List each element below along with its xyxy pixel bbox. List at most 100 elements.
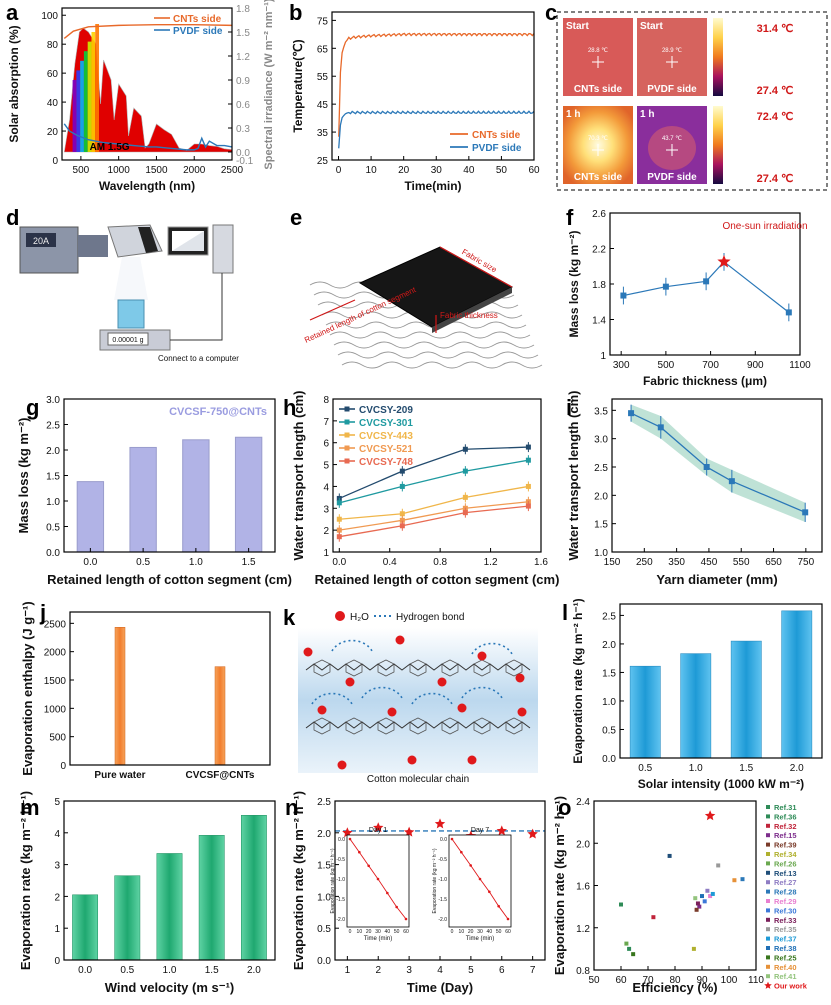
bar [76,481,105,553]
legend-label: CVCSY-521 [359,444,413,455]
chart-d: 20A 0.00001 g Connect to a computer [19,224,239,363]
x-tick-label: 90 [696,975,708,986]
data-point [694,907,699,912]
y-tick-label: 500 [49,733,66,744]
y-tick-label: 1500 [44,676,67,687]
legend-marker [766,852,770,856]
y-tick-label: 0.0 [317,956,331,967]
panel-b: 0 10 20 30 40 50 60 25 35 45 55 65 75 Time(min) Temper… [284,0,546,200]
bar [214,666,226,766]
panel-label: n [285,795,299,820]
legend-label: Ref.40 [774,963,797,972]
inset-y-tick-label: -1.0 [438,877,447,883]
data-point [434,818,446,829]
x-tick-label: 1000 [108,165,131,176]
legend-label: PVDF side [472,143,522,154]
y-tick-label: 0.5 [317,924,331,935]
computer-caption: Connect to a computer [158,354,239,363]
inset-x-tick-label: 0 [349,929,352,935]
legend-marker [766,936,770,941]
hydrogen-bond-arc [411,692,453,705]
bar [730,640,762,759]
annotation: One-sun irradiation [722,221,807,232]
x-tick-label: 1.5 [205,965,219,976]
legend-label: PVDF side [173,26,223,37]
y-tick-label: 80 [47,40,59,51]
glucose-ring [313,717,331,735]
confidence-band [631,404,806,522]
size-marker [439,246,513,288]
y2-tick-label: 1.8 [236,4,250,15]
rainbow-band [72,80,77,152]
meter-display-text: 20A [33,236,49,246]
y-tick-label: 1.5 [46,472,60,483]
legend-marker [766,880,770,885]
legend-marker [766,917,770,922]
y2-tick-label: 0.0 [236,148,250,159]
panel-k: H₂O Hydrogen bond Cotton molecular chain [292,600,550,790]
x-tick-label: 500 [658,360,675,371]
image-time-label: Start [566,21,589,32]
y-tick-label: 1 [323,548,329,559]
x-tick-label: 2.0 [790,763,804,774]
chart-c: Start 28.8 ℃ CNTs side Start 28.9 ℃ PVDF side… [556,11,828,191]
series-cvcsy-748 [339,505,529,538]
retained-marker [309,299,356,321]
data-point [336,500,342,506]
x-axis-label: Solar intensity (1000 kW m⁻²) [638,777,804,791]
hydrogen-bond-arc [331,639,373,652]
x-tick-label: 2 [375,965,381,976]
y-axis-label: Temperature(℃) [291,39,305,132]
plot-frame [619,603,823,759]
x-tick-label: 750 [798,557,815,568]
image-side-label: PVDF side [647,172,697,183]
legend-marker [766,964,770,969]
inset-x-tick-label: 40 [385,929,391,935]
y-tick-label: 2000 [44,648,67,659]
x-tick-label: 100 [721,975,738,986]
data-point [462,510,468,516]
rainbow-band [80,60,84,152]
x-tick-label: 150 [604,557,621,568]
legend-marker [766,805,770,809]
colorbar [713,18,723,96]
y-tick-label: 0 [60,761,66,772]
legend-marker [766,889,770,894]
y2-tick-label: 0.9 [236,76,250,87]
y-tick-label: 40 [47,98,59,109]
hydrogen-bond-arc [461,686,503,699]
y-axis-label: Mass loss (kg m⁻²) [567,230,581,337]
colorbar-min: 27.4 ℃ [757,85,794,97]
annotation: CVCSF-750@CNTs [169,406,267,418]
data-point [462,494,468,500]
plot-frame [332,398,542,553]
panel-g: 0.0 0.5 1.0 1.5 0.0 0.5 1.0 1.5 2.0 2.5 3.0 Retaine… [0,395,292,595]
data-point [624,941,629,946]
panel-label: k [283,605,296,630]
x-tick-label: 70 [642,975,654,986]
x-axis-label: Retained length of cotton segment (cm) [47,572,292,587]
x-tick-label: 10 [366,165,378,176]
data-point-our-work [704,810,716,821]
x-tick-label: 0.5 [136,557,150,568]
glucose-ring [441,659,459,677]
panel-l: 0.5 1.0 1.5 2.0 0.0 0.5 1.0 1.5 2.0 2.5 Solar inte… [560,598,831,791]
legend-label: CVCSY-209 [359,405,413,416]
inset-point [358,850,361,854]
inset-x-label: Time (min) [364,936,392,942]
panel-d: 20A 0.00001 g Connect to a computer [0,205,282,370]
legend-label: Ref.36 [774,812,797,821]
series-cvcsy-443 [339,485,529,520]
legend-marker [766,833,770,838]
y-tick-label: 3 [54,861,60,872]
y-tick-label: 2.5 [594,463,608,474]
y-tick-label: 1000 [44,704,67,715]
legend-label: Ref.25 [774,953,797,962]
y-axis-label: Evaporation rate (kg m⁻² h⁻¹) [552,796,567,975]
legend-marker [766,870,770,875]
image-side-label: CNTs side [574,172,623,183]
inset-x-tick-label: 20 [468,929,474,935]
x-tick-label: 1.5 [242,557,256,568]
y-axis-label: Evaporation rate (kg m⁻² h⁻¹) [291,791,306,970]
x-tick-label: 0.0 [332,557,346,568]
